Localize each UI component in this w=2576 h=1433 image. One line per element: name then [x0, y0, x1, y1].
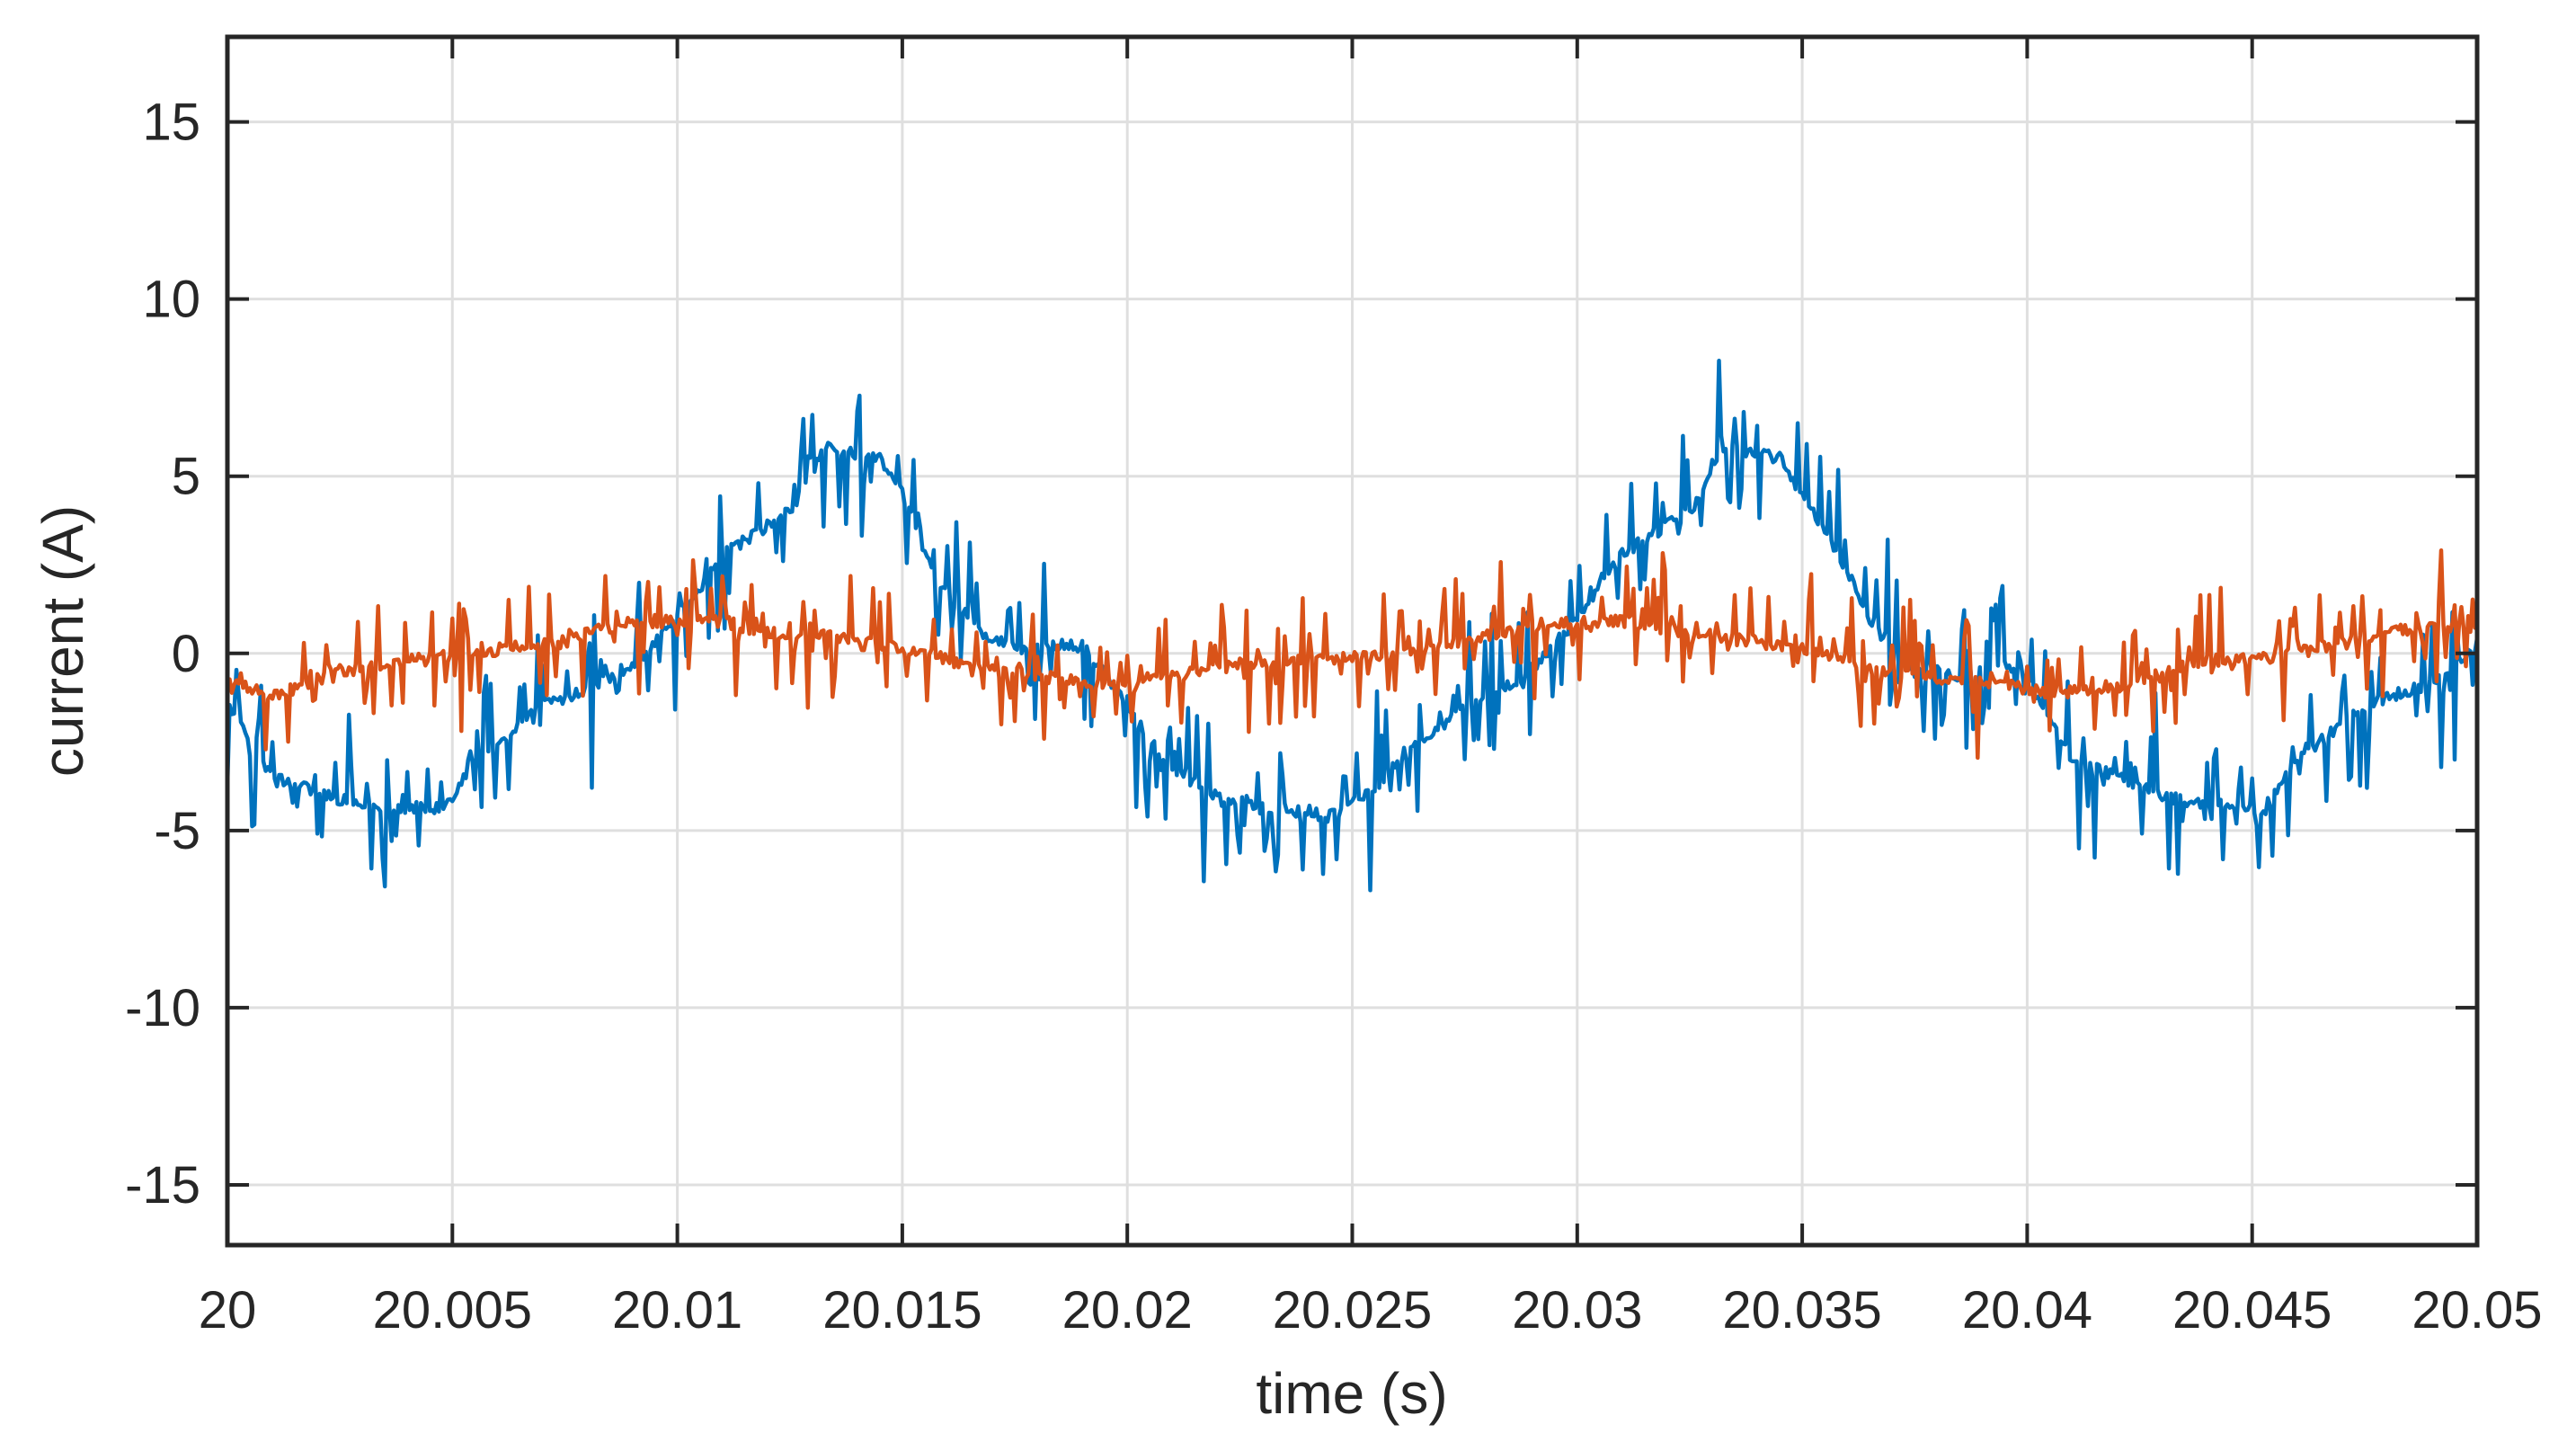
plot-frame: [225, 34, 2480, 1248]
x-tick-label: 20.03: [1512, 1281, 1642, 1340]
series-line-1: [227, 359, 2477, 893]
x-tick-label: 20: [199, 1281, 257, 1340]
y-tick-label: 10: [142, 271, 200, 329]
x-tick-label: 20.01: [612, 1281, 742, 1340]
y-tick-label: 0: [172, 625, 200, 683]
x-tick-label: 20.02: [1062, 1281, 1193, 1340]
y-tick-label: -15: [125, 1156, 200, 1215]
tick-labels: 20 20.005 20.01 20.015 20.02 20.025 20.03 20.03…: [125, 93, 2542, 1340]
x-tick-label: 20.025: [1273, 1281, 1432, 1340]
y-axis-label: current (A): [31, 505, 95, 777]
series-line-2: [227, 548, 2477, 761]
x-tick-label: 20.05: [2412, 1281, 2542, 1340]
y-tick-label: -10: [125, 979, 200, 1037]
axes: [225, 34, 2480, 1248]
x-tick-label: 20.005: [373, 1281, 532, 1340]
x-tick-label: 20.045: [2172, 1281, 2332, 1340]
y-tick-label: 5: [172, 448, 200, 506]
x-tick-label: 20.015: [822, 1281, 982, 1340]
x-tick-label: 20.035: [1722, 1281, 1881, 1340]
y-tick-label: 15: [142, 93, 200, 152]
data-series: [227, 359, 2477, 893]
y-tick-label: -5: [154, 802, 200, 860]
x-axis-label: time (s): [1256, 1361, 1447, 1426]
x-tick-label: 20.04: [1962, 1281, 2092, 1340]
